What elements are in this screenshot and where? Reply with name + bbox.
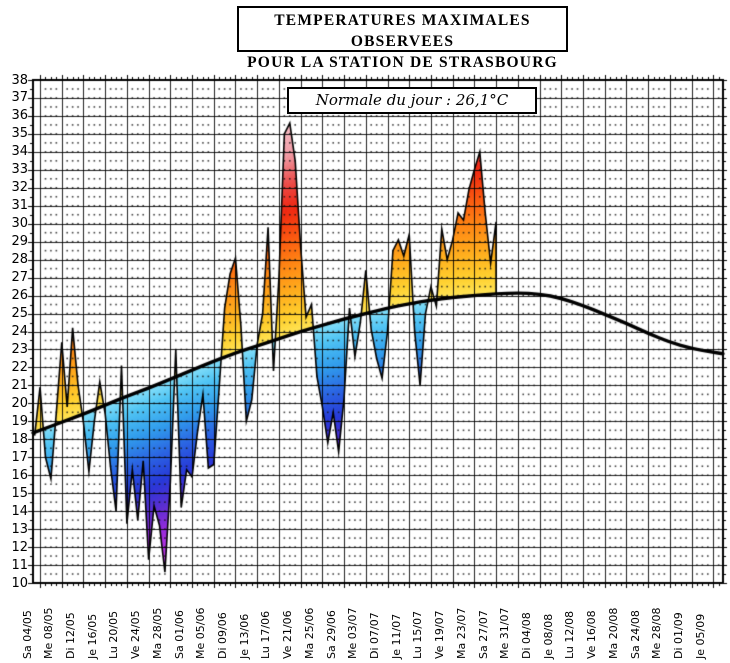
y-axis-label: 29 xyxy=(11,234,28,250)
y-axis-label: 28 xyxy=(11,252,28,268)
x-axis-label: Je 13/06 xyxy=(237,613,251,659)
x-axis-label: Ve 24/05 xyxy=(129,610,143,659)
y-axis-label: 11 xyxy=(11,557,28,573)
y-axis-label: 22 xyxy=(11,359,28,375)
x-axis-label: Ve 19/07 xyxy=(433,610,447,659)
x-axis-label: Lu 12/08 xyxy=(563,610,577,659)
x-axis-label: Sa 27/07 xyxy=(476,610,490,659)
y-axis-label: 37 xyxy=(11,90,28,106)
y-axis-label: 12 xyxy=(11,539,28,555)
x-axis-label: Di 12/05 xyxy=(63,612,77,659)
y-axis-label: 17 xyxy=(11,449,28,465)
x-axis-label: Ve 16/08 xyxy=(585,610,599,659)
x-axis-label: Lu 17/06 xyxy=(259,610,273,659)
x-axis-label: Sa 24/08 xyxy=(628,610,642,659)
x-axis-label: Sa 04/05 xyxy=(20,610,34,659)
x-axis-label: Me 08/05 xyxy=(42,607,56,659)
y-axis-label: 34 xyxy=(11,144,28,160)
x-axis-label: Lu 20/05 xyxy=(107,610,121,659)
y-axis-label: 18 xyxy=(11,431,28,447)
y-axis-label: 15 xyxy=(11,485,28,501)
chart-title-box: TEMPERATURES MAXIMALES OBSERVEES POUR LA… xyxy=(237,6,568,71)
y-axis-label: 21 xyxy=(11,377,28,393)
y-axis-label: 25 xyxy=(11,306,28,322)
y-axis-label: 19 xyxy=(11,413,28,429)
x-axis-label: Sa 29/06 xyxy=(324,610,338,659)
x-axis-label: Ma 28/05 xyxy=(150,607,164,659)
x-axis-label: Di 04/08 xyxy=(520,612,533,659)
x-axis-label: Me 28/08 xyxy=(650,607,664,659)
x-axis-label: Sa 01/06 xyxy=(172,610,186,659)
y-axis-label: 38 xyxy=(11,72,28,88)
x-axis-label: Me 03/07 xyxy=(346,607,360,659)
y-axis-label: 23 xyxy=(11,341,28,357)
y-axis-label: 31 xyxy=(11,198,28,214)
chart-title-line1: TEMPERATURES MAXIMALES OBSERVEES xyxy=(274,12,531,50)
y-axis-label: 30 xyxy=(11,216,28,232)
normale-annotation: Normale du jour : 26,1°C xyxy=(287,87,537,114)
x-axis-label: Je 05/09 xyxy=(693,613,707,659)
x-axis-label: Je 11/07 xyxy=(389,613,403,659)
y-axis-label: 27 xyxy=(11,270,28,286)
x-axis-label: Di 07/07 xyxy=(368,612,381,659)
y-axis-label: 13 xyxy=(11,521,28,537)
y-axis-label: 16 xyxy=(11,467,28,483)
y-axis-label: 35 xyxy=(11,126,28,142)
y-axis-label: 36 xyxy=(11,108,28,124)
y-axis-label: 14 xyxy=(11,503,28,519)
x-axis-label: Ma 23/07 xyxy=(454,607,468,659)
x-axis-label: Lu 15/07 xyxy=(411,610,425,659)
y-axis-label: 33 xyxy=(11,162,28,178)
x-axis-label: Di 09/06 xyxy=(215,612,229,659)
chart-title-line2: POUR LA STATION DE STRASBOURG xyxy=(247,54,558,71)
x-axis-label: Je 16/05 xyxy=(85,613,99,659)
x-axis-label: Ma 25/06 xyxy=(302,607,316,659)
y-axis-label: 10 xyxy=(11,575,28,591)
x-axis-label: Ma 20/08 xyxy=(606,607,620,659)
x-axis-label: Ve 21/06 xyxy=(281,610,295,659)
x-axis-label: Me 31/07 xyxy=(498,607,512,659)
y-axis-label: 24 xyxy=(11,324,28,339)
y-axis-label: 20 xyxy=(11,395,28,411)
y-axis-label: 26 xyxy=(11,288,28,304)
x-axis-label: Me 05/06 xyxy=(194,607,208,659)
y-axis-label: 32 xyxy=(11,180,28,196)
x-axis-label: Di 01/09 xyxy=(672,612,685,659)
x-axis-label: Je 08/08 xyxy=(541,613,555,659)
